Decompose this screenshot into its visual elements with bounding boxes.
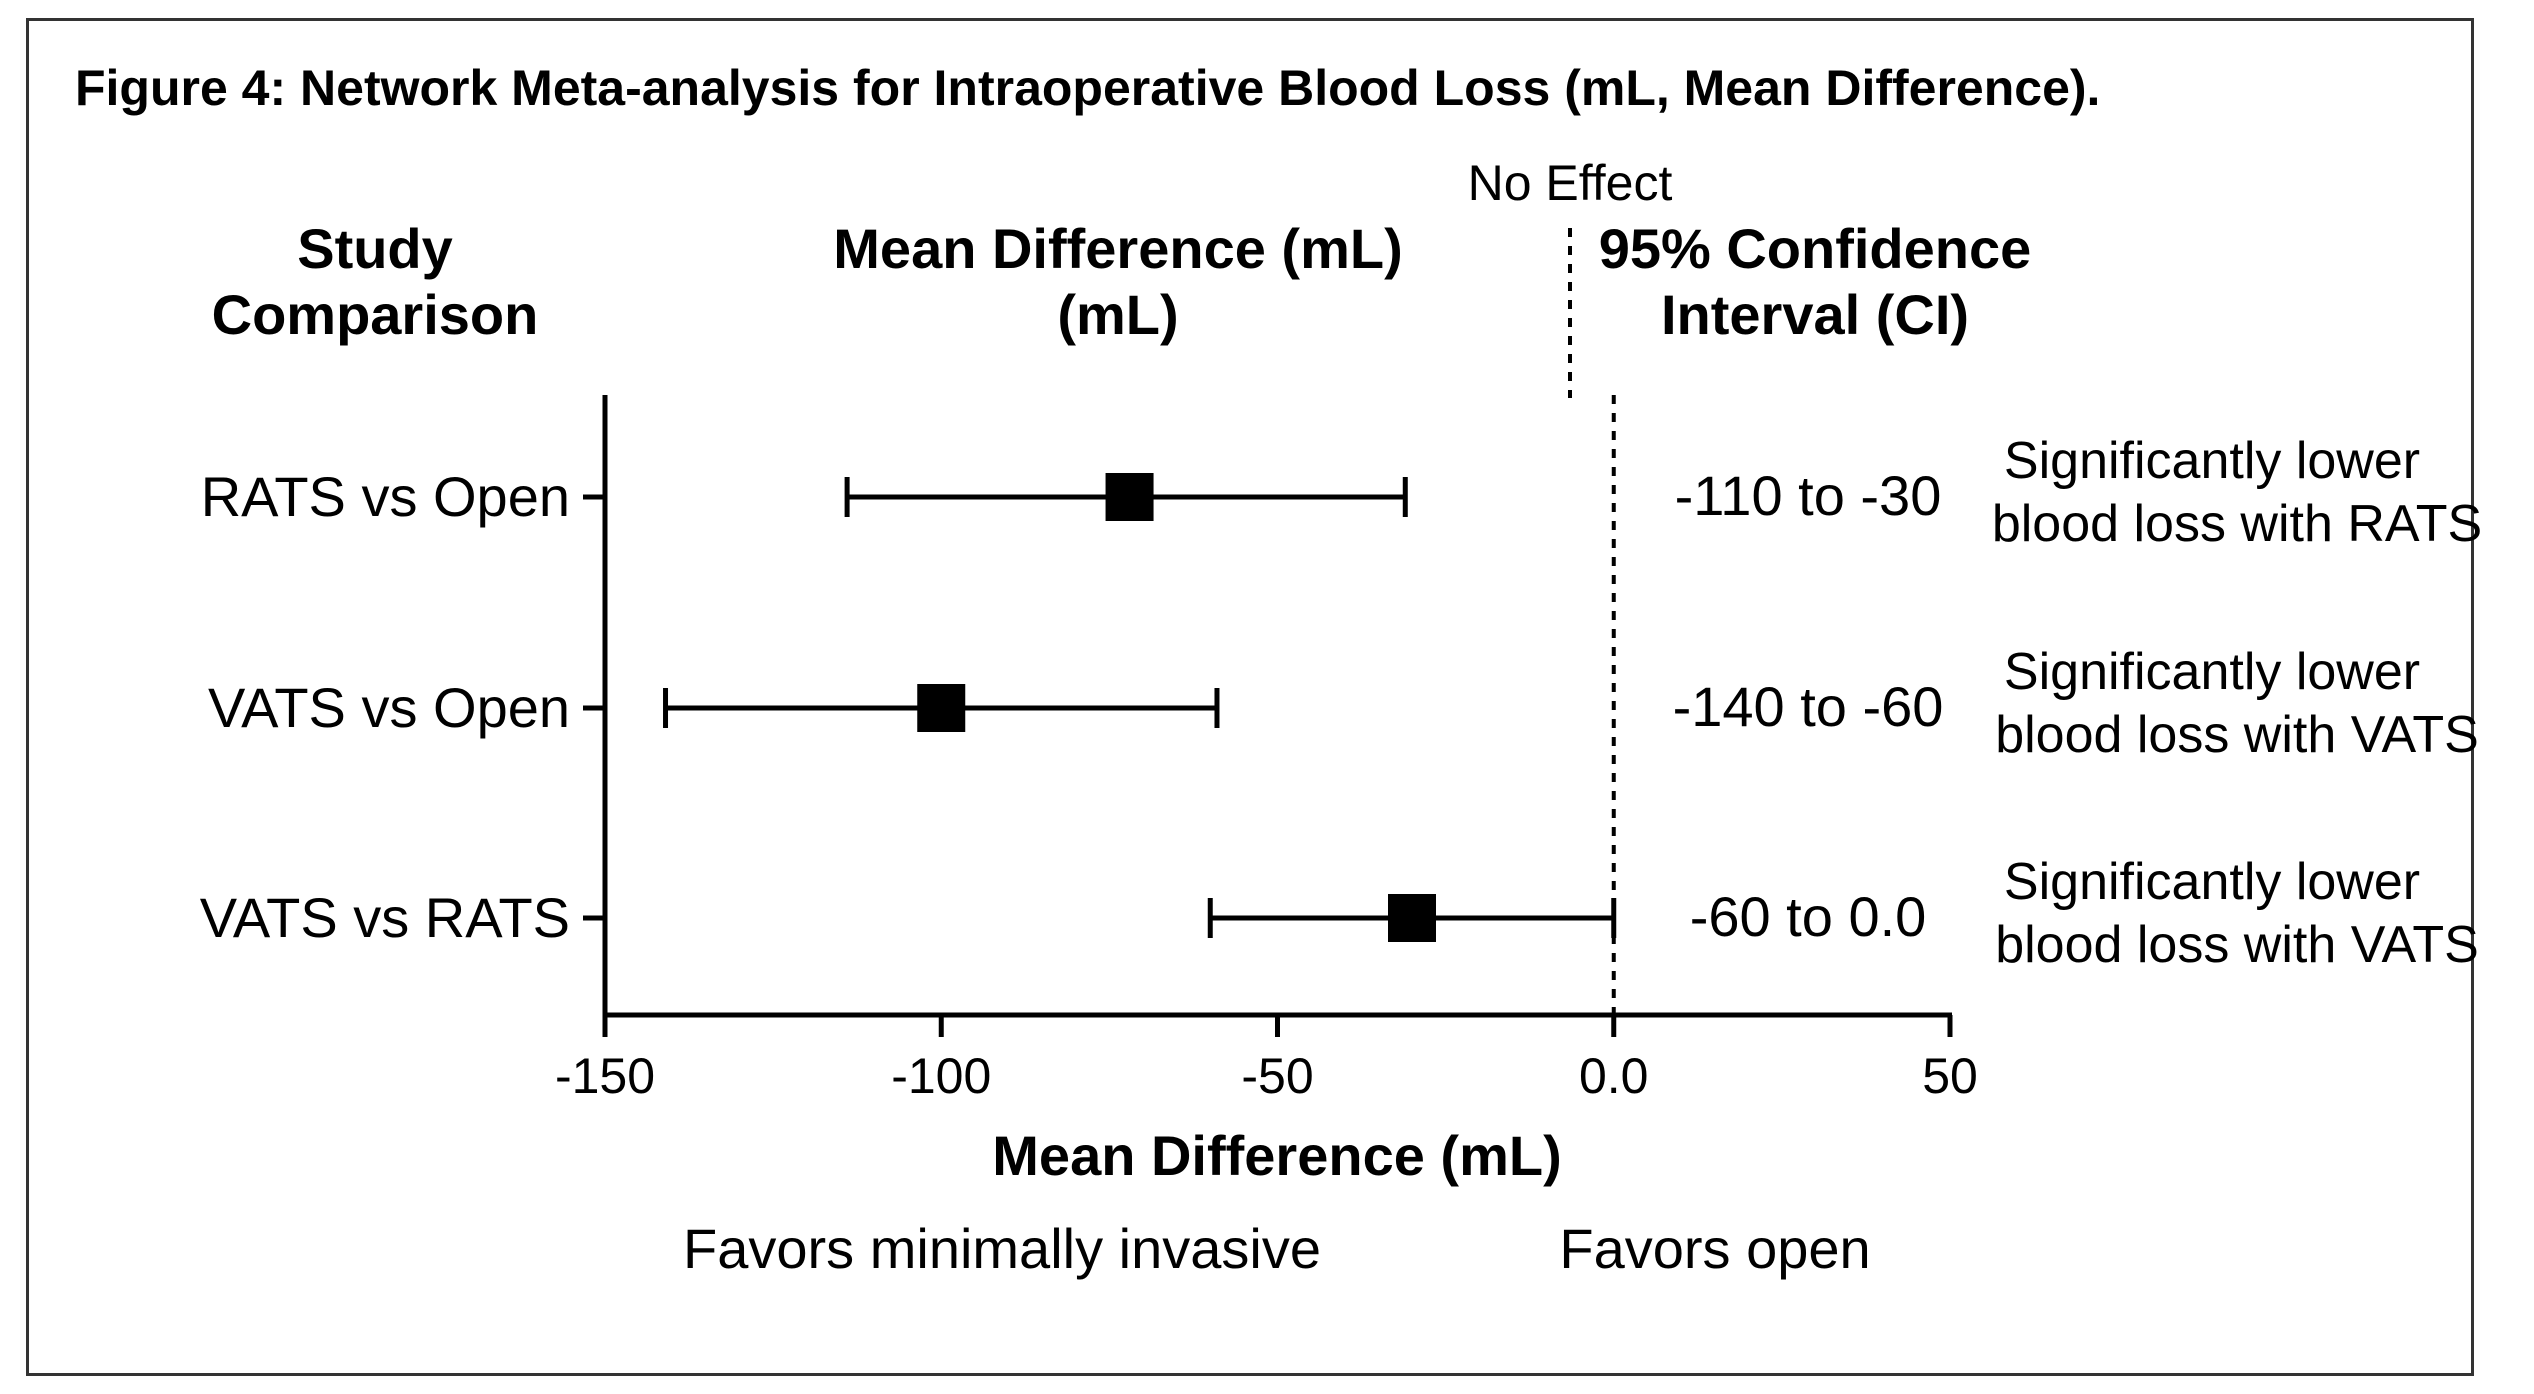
point-estimate — [917, 684, 966, 732]
row-note-line1: Significantly lower — [2004, 643, 2420, 701]
point-estimate — [1105, 473, 1154, 521]
row-note-line1: Significantly lower — [2004, 853, 2420, 911]
row-label: VATS vs RATS — [200, 886, 570, 949]
ci-text: -110 to -30 — [1675, 464, 1942, 527]
row-note-line2: blood loss with RATS — [1992, 495, 2482, 553]
favors-right-label: Favors open — [1559, 1217, 1870, 1280]
header-comparison-line2: Comparison — [212, 283, 539, 346]
ci-text: -60 to 0.0 — [1690, 885, 1927, 948]
chart-title: Figure 4: Network Meta-analysis for Intr… — [75, 60, 2100, 116]
figure-frame — [26, 18, 2474, 1376]
row-note-line2: blood loss with VATS — [1995, 916, 2479, 974]
row-note-line2: blood loss with VATS — [1995, 706, 2479, 764]
x-tick-label: -150 — [555, 1048, 655, 1104]
x-tick-label: -100 — [891, 1048, 991, 1104]
axes: -150 -100 -50 0.0 50 — [555, 395, 1978, 1104]
header-comparison-line1: Study — [297, 217, 453, 280]
no-effect-label: No Effect — [1468, 155, 1673, 211]
row-note-line1: Significantly lower — [2004, 432, 2420, 490]
row-label: VATS vs Open — [208, 676, 570, 739]
x-tick-label: 0.0 — [1579, 1048, 1649, 1104]
x-tick-label: 50 — [1922, 1048, 1978, 1104]
x-axis-title: Mean Difference (mL) — [992, 1124, 1561, 1187]
rows: RATS vs Open -110 to -30 Significantly low… — [200, 432, 2482, 974]
row-label: RATS vs Open — [201, 465, 570, 528]
point-estimate — [1388, 894, 1436, 942]
ci-text: -140 to -60 — [1673, 675, 1944, 738]
header-ci-line1: 95% Confidence — [1599, 217, 2032, 280]
favors-left-label: Favors minimally invasive — [683, 1217, 1321, 1280]
header-ci-line2: Interval (CI) — [1661, 283, 1969, 346]
x-tick-label: -50 — [1241, 1048, 1313, 1104]
header-mean-line1: Mean Difference (mL) — [833, 217, 1402, 280]
header-mean-line2: (mL) — [1057, 283, 1178, 346]
